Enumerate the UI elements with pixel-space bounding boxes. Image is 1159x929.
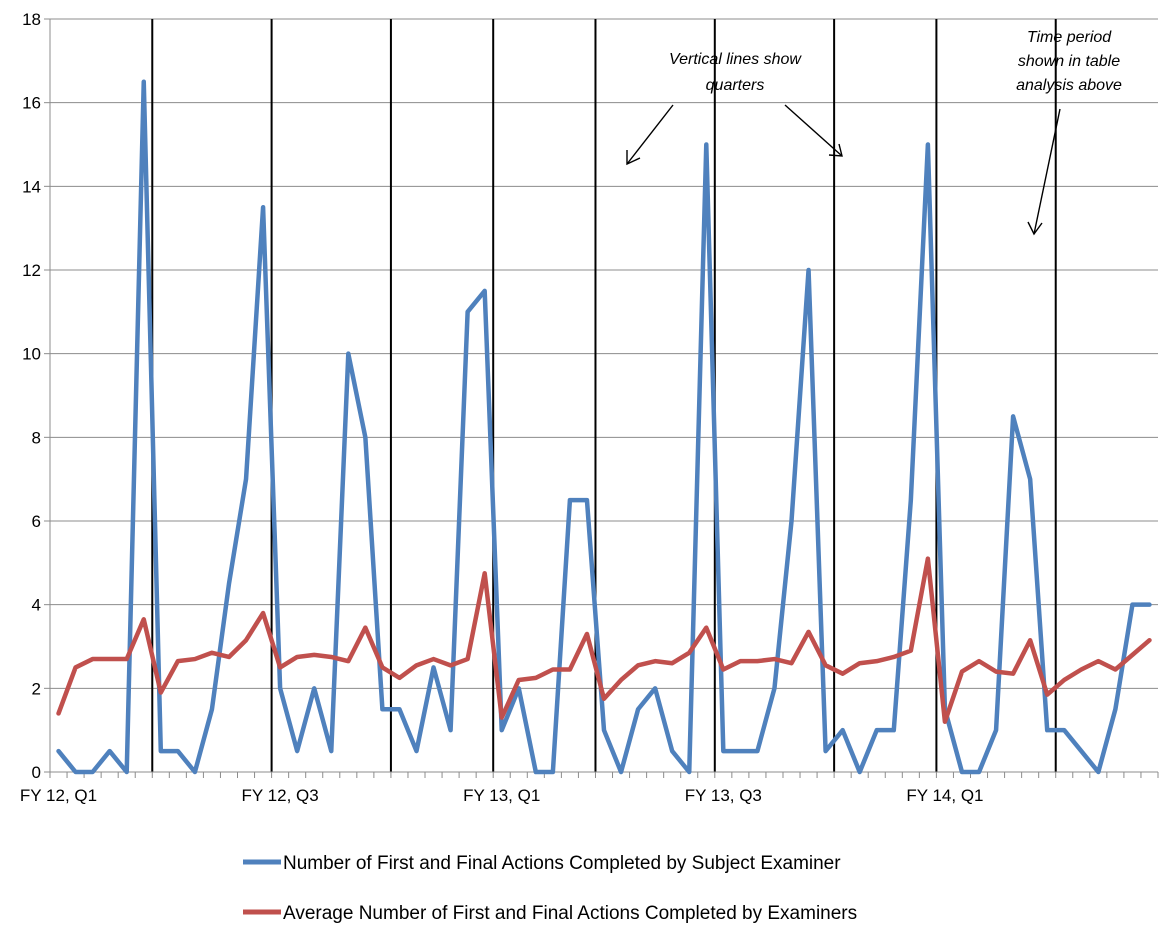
annotation-quarters: Vertical lines show quarters (626, 51, 843, 166)
y-tick-label: 6 (32, 512, 41, 531)
y-tick-label: 18 (22, 10, 41, 29)
y-tick-label: 4 (32, 596, 41, 615)
y-tick-label: 0 (32, 763, 41, 782)
annotation-time-period: Time period shown in table analysis abov… (1016, 29, 1122, 236)
y-tick-label: 12 (22, 261, 41, 280)
x-tick-label: FY 12, Q3 (242, 786, 319, 805)
annotation-text: analysis above (1016, 77, 1122, 94)
legend-label-subject: Number of First and Final Actions Comple… (283, 853, 841, 874)
y-tick-label: 8 (32, 428, 41, 447)
legend: Number of First and Final Actions Comple… (243, 853, 857, 924)
x-tick-label: FY 13, Q3 (685, 786, 762, 805)
arrow-icon (626, 104, 674, 166)
series-line-average-examiners (56, 556, 1152, 725)
arrow-icon (784, 104, 843, 157)
x-tick-label: FY 12, Q1 (20, 786, 97, 805)
annotation-text: quarters (706, 77, 765, 94)
x-tick-label: FY 14, Q1 (906, 786, 983, 805)
y-tick-label: 14 (22, 177, 41, 196)
annotation-text: Vertical lines show (669, 51, 802, 68)
y-tick-label: 2 (32, 679, 41, 698)
y-axis-ticks: 0 2 4 6 8 10 12 14 16 18 (22, 10, 50, 782)
annotation-text: shown in table (1018, 53, 1120, 70)
series-line-subject-examiner (56, 79, 1152, 775)
x-tick-label: FY 13, Q1 (463, 786, 540, 805)
axes (49, 19, 1158, 773)
legend-label-average: Average Number of First and Final Action… (283, 903, 857, 924)
quarter-lines (151, 19, 1057, 772)
gridlines (50, 18, 1158, 689)
x-axis-ticks: FY 12, Q1 FY 12, Q3 FY 13, Q1 FY 13, Q3 FY 1… (20, 772, 1159, 805)
arrow-icon (1027, 108, 1061, 236)
annotation-text: Time period (1027, 29, 1112, 46)
y-tick-label: 10 (22, 345, 41, 364)
series-lines (56, 79, 1152, 775)
y-tick-label: 16 (22, 94, 41, 113)
